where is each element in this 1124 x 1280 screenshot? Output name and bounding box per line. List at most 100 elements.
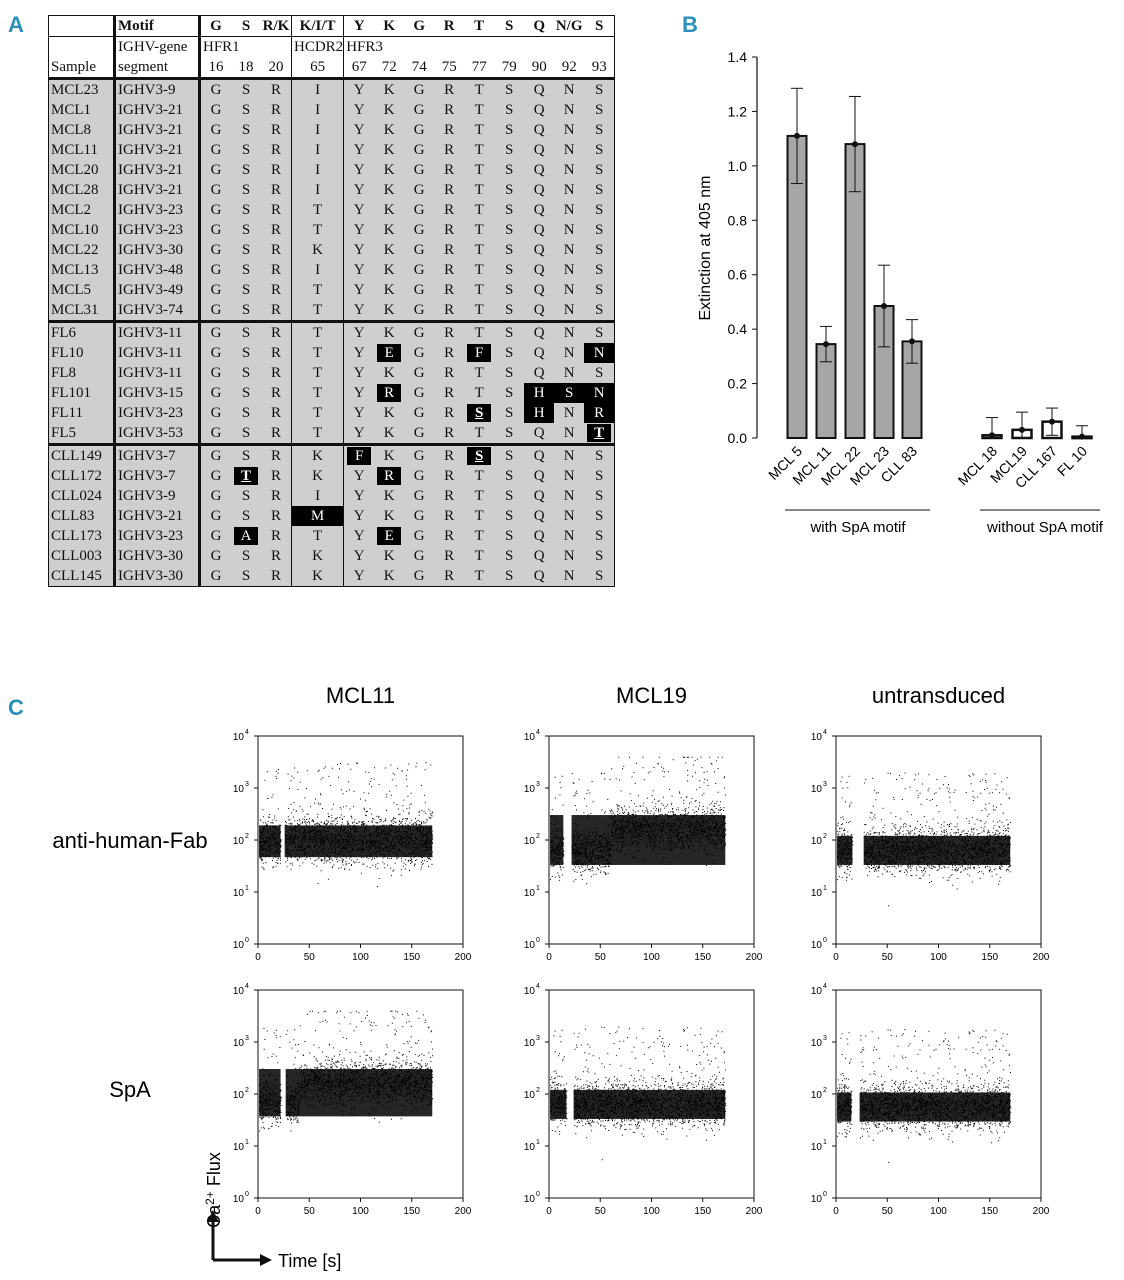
residue: K [312, 568, 324, 584]
residue: R [270, 222, 281, 238]
aa-cell: T [464, 160, 495, 180]
aa-cell: T [464, 180, 495, 200]
residue: S [241, 425, 251, 441]
aa-cell: S [584, 566, 615, 587]
sample-cell: MCL22 [48, 240, 115, 260]
aa-cell: G [198, 363, 231, 383]
residue: Q [533, 82, 545, 98]
aa-cell: T [464, 566, 495, 587]
aa-cell: K [290, 240, 344, 260]
scatter-points [259, 762, 434, 887]
residue: S [241, 508, 251, 524]
residue: G [413, 242, 425, 258]
panel-c-label: C [8, 695, 24, 720]
highlighted-residue: N [584, 343, 615, 363]
column-title: untransduced [872, 683, 1005, 708]
residue: G [413, 345, 425, 361]
aa-cell: G [404, 200, 435, 220]
aa-cell: G [404, 220, 435, 240]
table-row: FL6 IGHV3-11 G S R T Y K G R T S Q N S [48, 320, 615, 343]
table-row: MCL1 IGHV3-21 G S R I Y K G R T S Q N S [48, 100, 615, 120]
aa-cell: G [198, 240, 231, 260]
aa-cell: G [198, 120, 231, 140]
aa-cell: R [434, 77, 465, 100]
residue: R [270, 102, 281, 118]
aa-cell: G [198, 320, 231, 343]
residue: R [444, 102, 455, 118]
aa-cell: K [374, 506, 405, 526]
residue: K [383, 282, 395, 298]
aa-cell: Q [524, 466, 555, 486]
residue: S [241, 102, 251, 118]
x-tick-label: 150 [694, 1206, 711, 1217]
aa-cell: T [464, 280, 495, 300]
residue: R [270, 202, 281, 218]
column-title: MCL11 [326, 683, 395, 708]
aa-cell: Q [524, 546, 555, 566]
aa-cell: K [374, 160, 405, 180]
residue: G [413, 82, 425, 98]
residue: R [270, 325, 281, 341]
y-tick-exponent: 2 [245, 1087, 249, 1094]
dense-band-pre [837, 835, 853, 865]
residue: R [270, 162, 281, 178]
residue: G [210, 182, 222, 198]
aa-cell: N [554, 180, 585, 200]
table-row: MCL13 IGHV3-48 G S R I Y K G R T S Q N S [48, 260, 615, 280]
dense-band-post [284, 825, 433, 858]
residue: G [210, 122, 222, 138]
y-tick-label: 10 [811, 732, 823, 743]
residue: G [413, 548, 425, 564]
region-label: HCDR2 [290, 36, 344, 57]
residue: K [383, 508, 395, 524]
residue: G [413, 102, 425, 118]
residue: S [595, 242, 604, 258]
y-tick-exponent: 2 [536, 833, 540, 840]
dense-band-pre [550, 815, 564, 865]
aa-cell: G [404, 140, 435, 160]
x-arrow-head [260, 1254, 272, 1266]
aa-cell: G [198, 443, 231, 466]
aa-cell: Y [343, 363, 375, 383]
y-tick-exponent: 1 [245, 1139, 249, 1146]
residue: N [563, 222, 575, 238]
x-tick-label: 50 [595, 952, 607, 963]
highlighted-residue: S [467, 447, 492, 465]
table-row: MCL10 IGHV3-23 G S R T Y K G R T S Q N S [48, 220, 615, 240]
aa-cell: S [494, 240, 525, 260]
y-tick-exponent: 0 [823, 1191, 827, 1198]
aa-cell: S [494, 443, 525, 466]
residue: N [563, 122, 575, 138]
y-tick-label: 1.2 [728, 103, 748, 119]
aa-cell: Q [524, 443, 555, 466]
y-tick-label: 1.4 [728, 49, 748, 65]
aa-cell: T [464, 466, 495, 486]
aa-cell: G [198, 423, 231, 445]
residue: T [474, 468, 484, 484]
residue: Q [533, 102, 545, 118]
residue: S [505, 202, 514, 218]
table-row: CLL83 IGHV3-21 G S R M Y K G R T S Q N S [48, 506, 615, 526]
y-tick-label: 0.8 [728, 212, 748, 228]
residue: S [595, 468, 604, 484]
table-row: MCL20 IGHV3-21 G S R I Y K G R T S Q N S [48, 160, 615, 180]
residue: Q [533, 325, 545, 341]
aa-cell: S [584, 506, 615, 526]
aa-cell: S [231, 140, 261, 160]
residue: T [474, 365, 484, 381]
residue: T [474, 222, 484, 238]
residue: G [413, 365, 425, 381]
aa-cell: S [494, 260, 525, 280]
residue: S [505, 102, 514, 118]
residue: T [313, 528, 323, 544]
aa-cell: S [494, 120, 525, 140]
aa-cell: G [404, 546, 435, 566]
residue: Q [533, 508, 545, 524]
y-tick-label: 10 [524, 986, 536, 997]
panel-a-label: A [8, 12, 24, 37]
x-tick-label: 200 [1033, 952, 1050, 963]
aa-cell: T [464, 260, 495, 280]
aa-cell: N [554, 343, 585, 363]
residue: S [241, 448, 251, 464]
